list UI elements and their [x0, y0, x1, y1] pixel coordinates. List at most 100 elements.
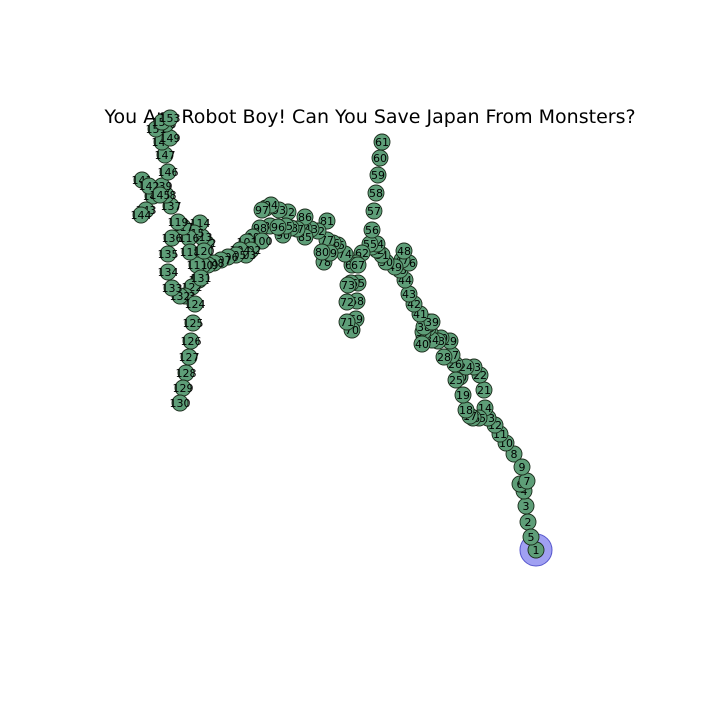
story-node-21: 21 [475, 381, 493, 399]
node-marker [423, 313, 441, 331]
node-marker [159, 163, 177, 181]
node-label: 119 [168, 216, 189, 229]
story-node-71: 71 [338, 313, 356, 331]
story-node-133: 133 [162, 279, 183, 297]
story-node-118: 118 [180, 243, 201, 261]
node-marker [373, 133, 391, 151]
node-marker [296, 208, 314, 226]
node-label: 40 [415, 338, 429, 351]
node-marker [313, 243, 331, 261]
node-label: 153 [160, 112, 181, 125]
story-node-125: 125 [183, 314, 204, 332]
node-marker [180, 348, 198, 366]
node-label: 131 [191, 272, 212, 285]
node-label: 18 [459, 404, 473, 417]
node-label: 9 [519, 461, 526, 474]
node-label: 120 [194, 245, 215, 258]
node-label: 19 [456, 389, 470, 402]
story-node-111: 111 [187, 256, 208, 274]
node-label: 60 [373, 152, 387, 165]
story-node-61: 61 [373, 133, 391, 151]
node-label: 147 [155, 149, 176, 162]
node-label: 8 [511, 448, 518, 461]
node-marker [163, 229, 181, 247]
story-node-58: 58 [367, 184, 385, 202]
story-node-124: 124 [185, 295, 206, 313]
node-marker [513, 458, 531, 476]
node-marker [338, 293, 356, 311]
node-marker [349, 256, 367, 274]
node-marker [338, 313, 356, 331]
node-label: 4 [521, 485, 528, 498]
story-node-136: 136 [162, 229, 183, 247]
story-node-39: 39 [423, 313, 441, 331]
node-label: 128 [176, 367, 197, 380]
node-marker [159, 245, 177, 263]
node-label: 39 [425, 316, 439, 329]
story-node-48: 48 [395, 242, 413, 260]
node-marker [161, 109, 179, 127]
story-node-145: 145 [150, 186, 171, 204]
node-marker [339, 276, 357, 294]
node-label: 5 [528, 531, 535, 544]
node-marker [159, 263, 177, 281]
node-label: 127 [179, 351, 200, 364]
node-marker [140, 177, 158, 195]
node-label: 86 [298, 211, 312, 224]
story-node-19: 19 [454, 386, 472, 404]
node-label: 126 [181, 335, 202, 348]
node-label: 135 [158, 248, 179, 261]
story-node-126: 126 [181, 332, 202, 350]
node-marker [435, 348, 453, 366]
node-label: 97 [255, 204, 269, 217]
node-marker [186, 295, 204, 313]
node-label: 72 [340, 296, 354, 309]
node-label: 21 [477, 384, 491, 397]
story-node-135: 135 [158, 245, 179, 263]
node-layer: 1234567891011121314151617181920212223242… [131, 109, 545, 559]
node-marker [132, 206, 150, 224]
story-node-134: 134 [158, 263, 179, 281]
node-label: 59 [371, 169, 385, 182]
node-label: 144 [131, 209, 152, 222]
story-node-2: 2 [519, 513, 537, 531]
story-node-119: 119 [168, 213, 189, 231]
story-node-120: 120 [194, 242, 215, 260]
node-label: 73 [341, 279, 355, 292]
node-marker [192, 269, 210, 287]
story-node-43: 43 [400, 285, 418, 303]
node-label: 43 [402, 288, 416, 301]
story-node-97: 97 [253, 201, 271, 219]
story-node-80: 80 [313, 243, 331, 261]
diagram-title: You Are Robot Boy! Can You Save Japan Fr… [103, 106, 635, 128]
story-node-127: 127 [179, 348, 200, 366]
story-node-130: 130 [170, 394, 191, 412]
story-node-40: 40 [413, 335, 431, 353]
node-label: 133 [162, 282, 183, 295]
node-label: 134 [158, 266, 179, 279]
node-marker [454, 386, 472, 404]
story-node-144: 144 [131, 206, 152, 224]
node-label: 61 [375, 136, 389, 149]
node-label: 57 [367, 205, 381, 218]
story-node-28: 28 [435, 348, 453, 366]
node-label: 118 [180, 246, 201, 259]
node-label: 145 [150, 189, 171, 202]
story-node-5: 5 [522, 528, 540, 546]
node-label: 2 [525, 516, 532, 529]
story-node-18: 18 [457, 401, 475, 419]
node-marker [395, 242, 413, 260]
node-label: 125 [183, 317, 204, 330]
node-label: 3 [523, 500, 530, 513]
node-marker [522, 528, 540, 546]
story-node-153: 153 [160, 109, 181, 127]
node-label: 25 [449, 374, 463, 387]
node-marker [184, 314, 202, 332]
node-label: 146 [158, 166, 179, 179]
story-node-86: 86 [296, 208, 314, 226]
node-marker [369, 166, 387, 184]
node-marker [151, 186, 169, 204]
node-marker [163, 279, 181, 297]
story-node-147: 147 [155, 146, 176, 164]
